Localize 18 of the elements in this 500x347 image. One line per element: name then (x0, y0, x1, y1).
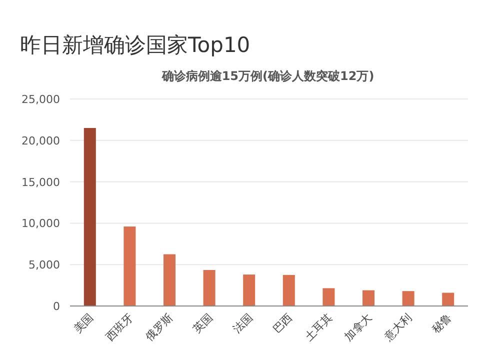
xtick: 意大利 (382, 310, 414, 344)
title: 昨日新增确诊国家Top10 (20, 33, 250, 57)
xtick: 加拿大 (342, 310, 375, 344)
xtick: 英国 (190, 310, 216, 336)
ytick: 0 (53, 300, 60, 313)
xtick: 美国 (71, 310, 96, 336)
ytick: 10,000 (22, 217, 60, 230)
xtick: 秘鲁 (429, 310, 454, 336)
xtick: 土耳其 (302, 310, 335, 344)
ytick: 15,000 (22, 176, 60, 189)
ytick: 5,000 (28, 258, 60, 272)
ytick: 25,000 (22, 93, 60, 106)
xtick: 巴西 (270, 310, 296, 336)
xtick: 法国 (230, 310, 256, 336)
ytick: 20,000 (22, 134, 60, 148)
xtick: 俄罗斯 (143, 310, 176, 344)
xtick: 西班牙 (103, 310, 136, 344)
annotation: 确诊病例逾15万例(确诊人数突破12万) (162, 69, 374, 83)
